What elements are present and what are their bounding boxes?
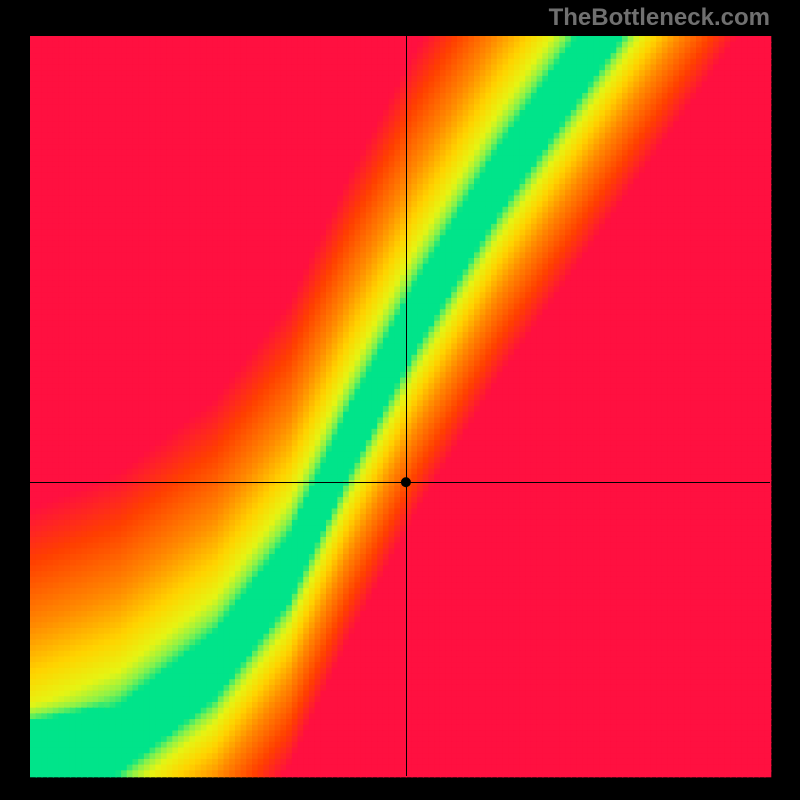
watermark-text: TheBottleneck.com xyxy=(549,4,770,32)
heatmap-canvas xyxy=(0,0,800,800)
chart-container: { "watermark": { "text": "TheBottleneck.… xyxy=(0,0,800,800)
